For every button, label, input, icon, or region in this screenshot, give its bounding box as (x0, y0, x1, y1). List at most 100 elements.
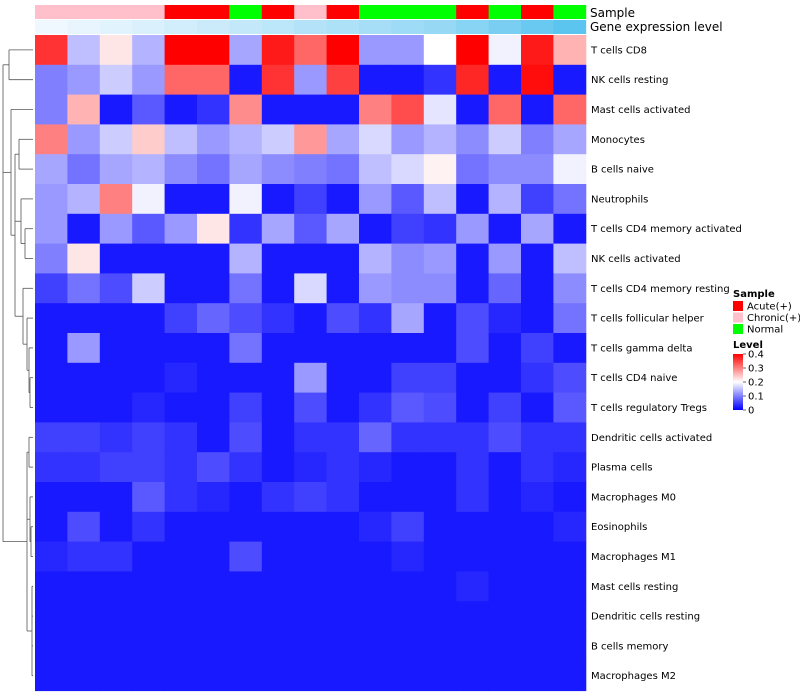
heatmap-cell (197, 571, 230, 602)
heatmap-cell (35, 422, 68, 453)
heatmap-cell (326, 154, 360, 185)
heatmap-cell (164, 362, 198, 394)
heatmap-cell (197, 213, 230, 245)
heatmap-cell (164, 452, 198, 483)
heatmap-cell (553, 213, 587, 245)
heatmap-cell (132, 631, 166, 662)
heatmap-cell (521, 660, 554, 692)
expression-annotation-cell (391, 20, 425, 34)
row-label: B cells memory (591, 641, 668, 652)
heatmap-cell (229, 660, 263, 692)
heatmap-cell (456, 333, 490, 364)
expression-annotation-bar (35, 20, 587, 34)
row-label: T cells gamma delta (590, 343, 692, 354)
heatmap-cell (164, 631, 198, 662)
heatmap-cell (326, 660, 360, 692)
heatmap-cell (164, 273, 198, 304)
heatmap-cell (67, 64, 101, 96)
heatmap-cell (294, 422, 328, 453)
heatmap-cell (294, 511, 328, 543)
heatmap-cell (229, 601, 263, 632)
row-label: Plasma cells (591, 463, 653, 474)
heatmap-cell (488, 571, 522, 602)
heatmap-cell (391, 273, 425, 304)
heatmap-cell (326, 362, 360, 394)
heatmap-cell (229, 422, 263, 453)
heatmap-cell (326, 452, 360, 483)
heatmap-cell (67, 571, 101, 602)
heatmap-cell (99, 601, 133, 632)
heatmap-cell (132, 333, 166, 364)
heatmap-cell (521, 154, 554, 185)
heatmap-cell (229, 154, 263, 185)
heatmap-cell (423, 35, 457, 66)
heatmap-cell (456, 64, 490, 96)
heatmap-cell (132, 184, 166, 215)
heatmap-cell (326, 64, 360, 96)
heatmap-cell (521, 541, 554, 572)
heatmap-cell (261, 333, 295, 364)
heatmap-cell (197, 333, 230, 364)
heatmap-cell (197, 601, 230, 632)
heatmap-cell (35, 333, 68, 364)
row-label: Monocytes (591, 135, 645, 146)
heatmap-cell (553, 184, 587, 215)
heatmap-cell (197, 631, 230, 662)
heatmap-cell (164, 303, 198, 334)
expression-annotation-cell (423, 20, 457, 34)
heatmap-cell (359, 303, 392, 334)
sample-legend-swatch (733, 312, 743, 323)
heatmap-cell (67, 362, 101, 394)
heatmap-cell (488, 273, 522, 304)
heatmap-cell (261, 452, 295, 483)
heatmap-cell (553, 154, 587, 185)
row-label: T cells CD8 (590, 45, 647, 56)
heatmap-cell (35, 362, 68, 394)
heatmap-cell (197, 511, 230, 543)
heatmap-cell (67, 184, 101, 215)
heatmap-cell (423, 273, 457, 304)
heatmap-cell (67, 243, 101, 274)
heatmap-cell (553, 273, 587, 304)
heatmap-cell (229, 303, 263, 334)
heatmap-cell (294, 184, 328, 215)
sample-legend: Sample Acute(+)Chronic(+)Normal (733, 289, 800, 336)
heatmap-cell (521, 64, 554, 96)
sample-annotation-cell (229, 5, 263, 19)
heatmap-cell (359, 124, 392, 155)
heatmap-cell (456, 482, 490, 513)
heatmap-cell (488, 631, 522, 662)
heatmap-cell (359, 243, 392, 274)
heatmap-cell (488, 362, 522, 394)
heatmap-cell (553, 601, 587, 632)
heatmap-cell (197, 482, 230, 513)
heatmap-cell (132, 94, 166, 125)
heatmap-cell (261, 392, 295, 423)
heatmap-cell (164, 422, 198, 453)
heatmap-cell (261, 243, 295, 274)
heatmap-cell (456, 601, 490, 632)
heatmap-cell (326, 333, 360, 364)
heatmap-cell (423, 94, 457, 125)
heatmap-cell (164, 35, 198, 66)
heatmap-cell (326, 35, 360, 66)
heatmap-cell (359, 422, 392, 453)
heatmap-cell (229, 541, 263, 572)
heatmap-cell (164, 541, 198, 572)
heatmap-cell (423, 303, 457, 334)
heatmap-cell (99, 452, 133, 483)
heatmap-cell (132, 64, 166, 96)
heatmap-cell (294, 243, 328, 274)
heatmap-cell (521, 333, 554, 364)
heatmap-cell (197, 303, 230, 334)
heatmap-cell (359, 631, 392, 662)
level-legend-title: Level (733, 340, 763, 351)
heatmap-cell (326, 541, 360, 572)
heatmap-cell (294, 64, 328, 96)
heatmap-cell (67, 511, 101, 543)
heatmap-cell (164, 511, 198, 543)
heatmap-cell (326, 422, 360, 453)
heatmap-cell (35, 660, 68, 692)
expression-annotation-cell (132, 20, 165, 34)
heatmap-cell (294, 392, 328, 423)
